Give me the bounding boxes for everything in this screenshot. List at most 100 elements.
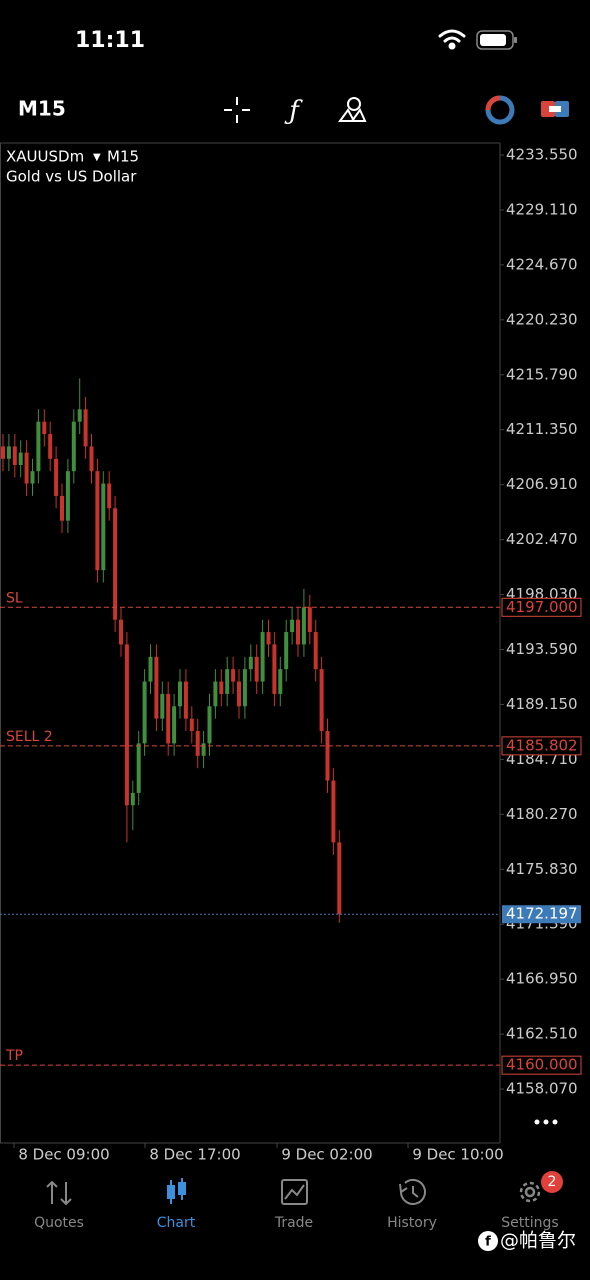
candle-body (201, 743, 206, 756)
candle-body (65, 471, 70, 521)
indicators-button[interactable]: ƒ (284, 96, 303, 126)
timeframe-button[interactable]: M15 (18, 97, 66, 121)
candle-body (278, 669, 283, 694)
symbol: XAUUSDm (6, 148, 84, 166)
candle-body (89, 446, 94, 472)
y-tick-label: 4224.670 (506, 255, 578, 273)
candle-body (30, 471, 35, 484)
battery-icon (476, 30, 517, 50)
y-tick-label: 4189.150 (506, 695, 578, 713)
candle-body (107, 483, 112, 509)
candle-body (113, 508, 118, 620)
candle-body (290, 619, 295, 633)
candle-body (166, 693, 171, 744)
settings-icon[interactable] (519, 1181, 541, 1203)
candle-body (266, 632, 271, 645)
one-click-trading-button[interactable] (485, 95, 515, 125)
badge-count: 2 (548, 1174, 557, 1190)
candle-body (54, 458, 59, 496)
candle-body (124, 644, 129, 806)
candle-body (12, 446, 17, 465)
tab-label[interactable]: Settings (501, 1215, 558, 1231)
level-price-box (501, 1055, 582, 1075)
candle-body (307, 607, 312, 633)
tab-label[interactable]: History (387, 1215, 437, 1231)
level-name: SELL 2 (6, 729, 53, 745)
badge (541, 1171, 563, 1193)
candle-body (225, 669, 230, 694)
x-tick-label: 9 Dec 02:00 (281, 1146, 372, 1164)
svg-text:f: f (485, 1235, 491, 1250)
level-price: 4197.000 (506, 598, 578, 616)
history-icon[interactable] (399, 1178, 426, 1205)
current-price-label: 4172.197 (506, 905, 578, 923)
candle-body (189, 718, 194, 732)
candle-body (148, 656, 153, 682)
watermark: f @帕鲁尔 (478, 1230, 576, 1252)
candle-body (313, 632, 318, 670)
candle-body (24, 452, 29, 484)
level-price-box (501, 736, 582, 756)
candle-body (142, 681, 147, 744)
candle-body (237, 681, 241, 707)
symbol-dropdown[interactable]: ▼ (93, 152, 101, 163)
candle-body (178, 681, 182, 707)
symbol-description: Gold vs US Dollar (6, 168, 137, 186)
y-tick-label: 4166.950 (506, 970, 578, 988)
y-tick-label: 4158.070 (506, 1080, 578, 1098)
more-button[interactable] (534, 1119, 558, 1125)
y-tick-label: 4175.830 (506, 860, 578, 878)
trade-icon[interactable] (281, 1179, 308, 1205)
candle-body (284, 632, 289, 670)
y-tick-label: 4215.790 (506, 365, 578, 383)
candle-body (337, 842, 342, 915)
candle-body (36, 421, 41, 472)
candle-body (119, 619, 123, 645)
candle-body (195, 731, 200, 756)
candle-body (154, 656, 159, 719)
y-tick-label: 4193.590 (506, 640, 578, 658)
candle-body (48, 434, 53, 459)
status-time: 11:11 (75, 28, 145, 53)
quotes-icon[interactable] (46, 1180, 72, 1206)
candle-body (231, 669, 236, 682)
tab-bar: 2 (46, 1171, 563, 1206)
current-price-box (502, 905, 581, 924)
candle-body (219, 681, 224, 694)
y-tick-label: 4206.910 (506, 475, 578, 493)
y-tick-label: 4202.470 (506, 530, 578, 548)
candle-body (183, 681, 188, 719)
tab-label[interactable]: Quotes (34, 1215, 84, 1231)
candle-body (160, 693, 165, 719)
crosshair-button[interactable] (224, 97, 250, 123)
x-tick-label: 8 Dec 09:00 (18, 1146, 109, 1164)
level-name: TP (5, 1048, 23, 1064)
y-tick-label: 4162.510 (506, 1025, 578, 1043)
y-tick-label: 4211.350 (506, 420, 578, 438)
tab-label[interactable]: Trade (274, 1215, 313, 1231)
y-tick-label: 4180.270 (506, 805, 578, 823)
candle-body (136, 743, 141, 793)
candle-body (325, 731, 330, 781)
candle-body (1, 446, 5, 459)
objects-button[interactable] (338, 97, 367, 122)
candle-body (213, 681, 218, 707)
candle-body (319, 669, 324, 732)
candle-body (331, 780, 336, 843)
x-tick-label: 8 Dec 17:00 (149, 1146, 240, 1164)
candle-body (60, 495, 64, 521)
candle-body (254, 656, 259, 682)
candle-body (296, 619, 300, 645)
candle-body (248, 656, 253, 670)
trade-button[interactable] (541, 101, 569, 117)
y-tick-label: 4229.110 (506, 200, 578, 218)
candle-body (272, 644, 277, 694)
level-price: 4185.802 (506, 736, 578, 754)
level-price: 4160.000 (506, 1056, 578, 1074)
chart-icon[interactable] (167, 1178, 186, 1204)
candle-body (172, 706, 177, 744)
candle-body (130, 792, 135, 806)
tab-label[interactable]: Chart (157, 1215, 196, 1231)
